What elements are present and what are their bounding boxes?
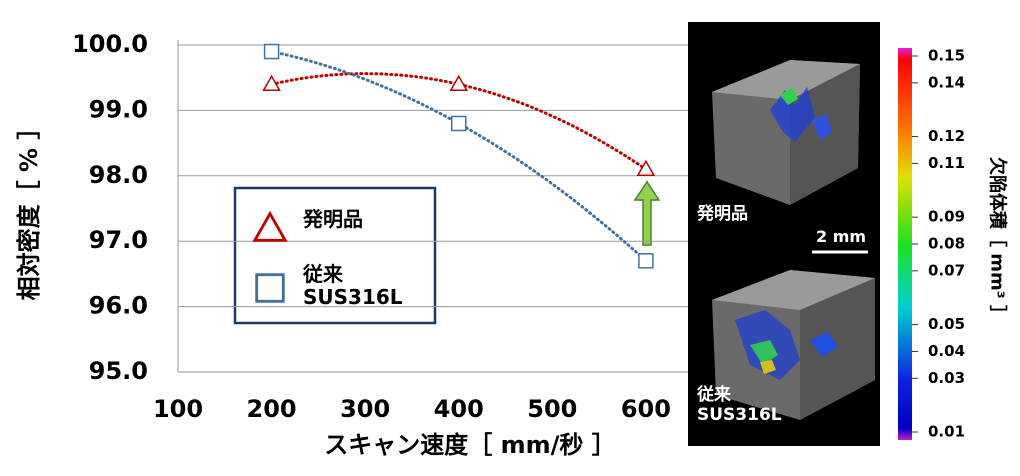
y-tick-label: 97.0 <box>89 226 148 254</box>
colorbar-tick-label: 0.14 <box>928 73 965 91</box>
y-tick-label: 98.0 <box>89 161 148 189</box>
colorbar <box>898 48 912 440</box>
marker <box>255 273 285 303</box>
marker <box>262 74 281 91</box>
legend-label: 発明品 <box>303 207 363 231</box>
colorbar-tick-label: 0.11 <box>928 154 965 172</box>
marker <box>252 210 288 242</box>
colorbar-tick-label: 0.01 <box>928 423 965 441</box>
y-tick-label: 99.0 <box>89 95 148 123</box>
x-tick-label: 400 <box>434 395 484 423</box>
improvement-arrow-body <box>633 180 661 246</box>
x-tick-label: 600 <box>621 395 671 423</box>
ct-image-top <box>712 60 860 205</box>
x-tick-label: 500 <box>527 395 577 423</box>
x-tick-label: 100 <box>153 395 203 423</box>
marker <box>450 115 467 132</box>
marker <box>636 159 656 177</box>
image-label: 従来 SUS316L <box>697 385 782 425</box>
colorbar-tick-label: 0.07 <box>928 261 965 279</box>
colorbar-label: 欠陥体積［ mm³ ］ <box>986 157 1008 323</box>
y-axis-label: 相対密度［ % ］ <box>15 116 43 301</box>
colorbar-tick-label: 0.04 <box>928 342 965 360</box>
colorbar-tick-label: 0.15 <box>928 47 965 65</box>
colorbar-tick-label: 0.03 <box>928 369 965 387</box>
x-tick-label: 300 <box>340 395 390 423</box>
marker <box>449 74 469 91</box>
y-tick-label: 96.0 <box>89 292 148 320</box>
x-axis-label: スキャン速度［ mm/秒 ］ <box>324 431 616 459</box>
colorbar-tick-label: 0.12 <box>928 127 965 145</box>
image-label: 発明品 <box>697 204 748 224</box>
y-tick-label: 100.0 <box>72 30 148 58</box>
marker <box>263 43 280 60</box>
scale-bar-label: 2 mm <box>816 227 867 246</box>
marker <box>638 253 654 269</box>
ct-image-bottom <box>712 270 875 420</box>
x-tick-label: 200 <box>247 395 297 423</box>
colorbar-tick-label: 0.08 <box>928 235 965 253</box>
y-tick-label: 95.0 <box>89 357 148 385</box>
colorbar-tick-label: 0.09 <box>928 208 965 226</box>
legend-label: 従来 SUS316L <box>303 262 403 309</box>
colorbar-tick-label: 0.05 <box>928 315 965 333</box>
